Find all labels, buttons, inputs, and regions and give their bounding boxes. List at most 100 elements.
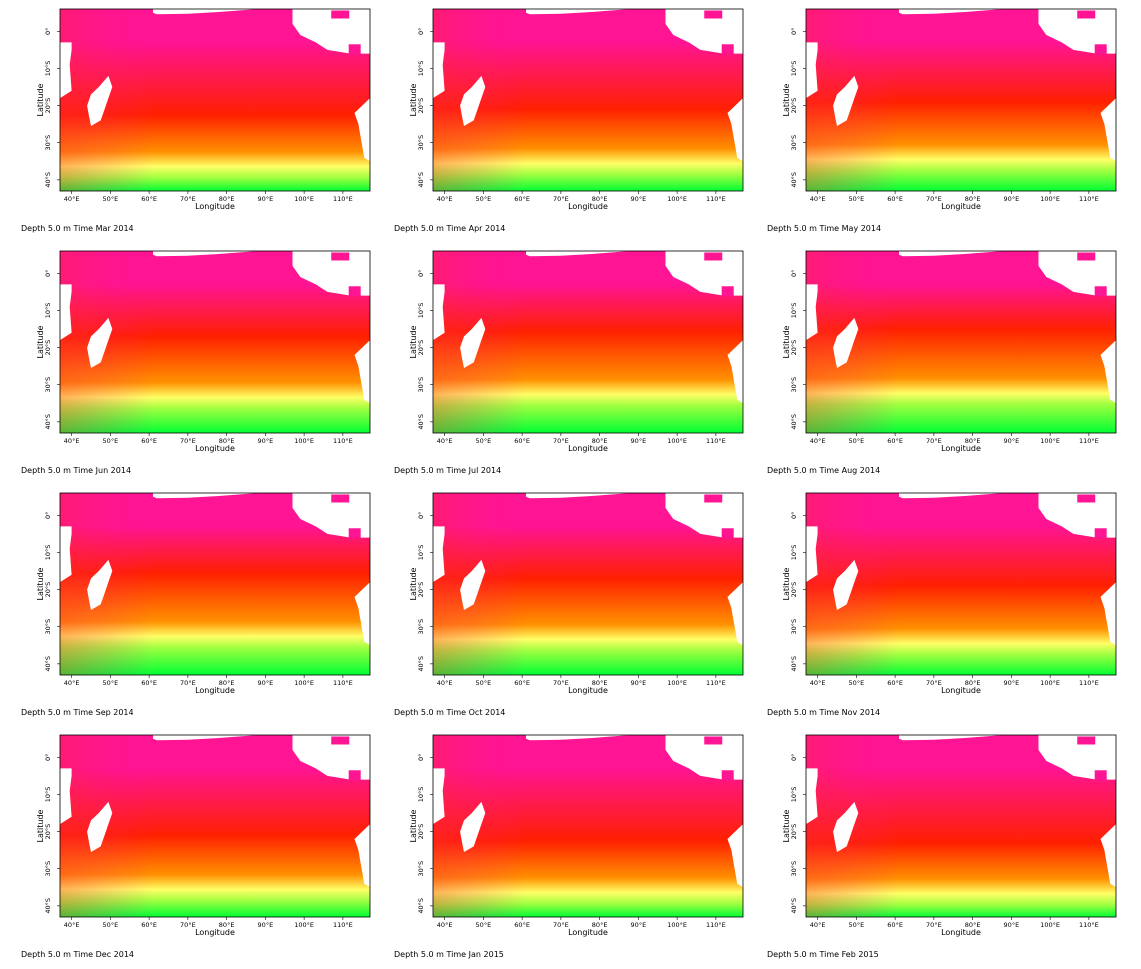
y-tick-label: 40°S: [790, 656, 798, 672]
y-tick-label: 40°S: [417, 414, 425, 430]
map-panel: 40°E 50°E 60°E 70°E 80°E 90°E 100°E 110°E 0° 10°S…: [373, 487, 745, 727]
land-australia: [354, 98, 370, 162]
land-indochina: [292, 251, 370, 296]
x-axis-title: Longitude: [195, 686, 235, 695]
x-tick-label: 40°E: [64, 195, 80, 203]
land-australia: [354, 582, 370, 646]
y-axis-title: Latitude: [36, 809, 45, 842]
y-tick-label: 30°S: [44, 619, 52, 635]
map-svg: 40°E 50°E 60°E 70°E 80°E 90°E 100°E 110°E 0° 10°S…: [36, 492, 371, 695]
x-tick-label: 60°E: [141, 195, 157, 203]
y-tick-label: 30°S: [417, 861, 425, 877]
x-tick-label: 70°E: [553, 195, 569, 203]
y-tick-label: 20°S: [44, 98, 52, 114]
x-axis-title: Longitude: [941, 928, 981, 937]
x-tick-label: 110°E: [1079, 437, 1099, 445]
land-australia: [1100, 582, 1116, 646]
map-panel: 40°E 50°E 60°E 70°E 80°E 90°E 100°E 110°E 0° 10°S…: [373, 729, 745, 969]
x-axis-title: Longitude: [941, 686, 981, 695]
land-africa: [806, 493, 818, 583]
x-tick-label: 60°E: [514, 437, 530, 445]
y-axis-title: Latitude: [409, 325, 418, 358]
land-africa: [806, 735, 818, 825]
panel-caption: Depth 5.0 m Time Jan 2015: [394, 950, 504, 959]
x-tick-label: 110°E: [1079, 195, 1099, 203]
pink-patch: [331, 252, 350, 261]
pink-patch: [348, 44, 361, 55]
y-tick-label: 0°: [417, 512, 425, 519]
x-tick-label: 80°E: [592, 195, 608, 203]
y-tick-label: 40°S: [790, 414, 798, 430]
x-tick-label: 80°E: [592, 921, 608, 929]
x-tick-label: 60°E: [141, 679, 157, 687]
x-tick-label: 60°E: [141, 437, 157, 445]
y-tick-label: 0°: [790, 28, 798, 35]
y-tick-label: 10°S: [790, 545, 798, 561]
y-tick-label: 10°S: [44, 787, 52, 803]
plot-frame: [805, 250, 1117, 434]
y-tick-label: 20°S: [790, 582, 798, 598]
y-tick-label: 10°S: [417, 303, 425, 319]
x-tick-label: 80°E: [965, 437, 981, 445]
y-tick-label: 30°S: [790, 377, 798, 393]
y-tick-label: 20°S: [417, 824, 425, 840]
x-tick-label: 80°E: [965, 679, 981, 687]
pink-patch: [704, 10, 723, 19]
x-axis-title: Longitude: [568, 202, 608, 211]
x-tick-label: 110°E: [706, 921, 726, 929]
y-tick-label: 0°: [44, 512, 52, 519]
panel-caption: Depth 5.0 m Time Apr 2014: [394, 224, 506, 233]
x-tick-label: 50°E: [849, 195, 865, 203]
land-australia: [1100, 340, 1116, 404]
land-indochina: [1038, 735, 1116, 780]
x-tick-label: 90°E: [258, 679, 274, 687]
land-indochina: [292, 493, 370, 538]
x-tick-label: 40°E: [810, 437, 826, 445]
map-panel: 40°E 50°E 60°E 70°E 80°E 90°E 100°E 110°E 0° 10°S…: [746, 729, 1118, 969]
pink-patch: [721, 44, 734, 55]
x-tick-label: 100°E: [667, 921, 687, 929]
x-tick-label: 50°E: [476, 437, 492, 445]
map-svg: 40°E 50°E 60°E 70°E 80°E 90°E 100°E 110°E 0° 10°S…: [36, 250, 371, 453]
x-tick-label: 50°E: [476, 195, 492, 203]
map-svg: 40°E 50°E 60°E 70°E 80°E 90°E 100°E 110°E 0° 10°S…: [409, 250, 744, 453]
x-tick-label: 50°E: [476, 679, 492, 687]
land-africa: [60, 9, 72, 99]
y-axis-title: Latitude: [409, 83, 418, 116]
map-svg: 40°E 50°E 60°E 70°E 80°E 90°E 100°E 110°E 0° 10°S…: [782, 734, 1117, 937]
land-africa: [433, 493, 445, 583]
y-axis-title: Latitude: [409, 567, 418, 600]
land-madagascar: [460, 75, 486, 126]
y-tick-label: 40°S: [790, 172, 798, 188]
plot-frame: [432, 492, 744, 676]
plot-frame: [805, 734, 1117, 918]
land-asia: [895, 735, 1004, 741]
x-tick-label: 70°E: [553, 437, 569, 445]
map-svg: 40°E 50°E 60°E 70°E 80°E 90°E 100°E 110°E 0° 10°S…: [782, 492, 1117, 695]
x-axis-title: Longitude: [195, 444, 235, 453]
x-tick-label: 100°E: [1040, 437, 1060, 445]
x-tick-label: 80°E: [219, 195, 235, 203]
x-tick-label: 80°E: [219, 921, 235, 929]
pink-patch: [331, 736, 350, 745]
pink-patch: [704, 494, 723, 503]
x-tick-label: 90°E: [631, 437, 647, 445]
x-tick-label: 80°E: [592, 679, 608, 687]
land-indochina: [1038, 251, 1116, 296]
pink-patch: [1077, 252, 1096, 261]
x-tick-label: 70°E: [553, 921, 569, 929]
x-tick-label: 80°E: [965, 921, 981, 929]
map-panel: 40°E 50°E 60°E 70°E 80°E 90°E 100°E 110°E 0° 10°S…: [373, 3, 745, 243]
y-tick-label: 0°: [44, 754, 52, 761]
x-tick-label: 100°E: [1040, 679, 1060, 687]
land-madagascar: [833, 801, 859, 852]
x-tick-label: 90°E: [1004, 195, 1020, 203]
land-africa: [806, 251, 818, 341]
land-africa: [806, 9, 818, 99]
x-tick-label: 110°E: [706, 679, 726, 687]
x-tick-label: 60°E: [514, 679, 530, 687]
land-asia: [522, 9, 631, 15]
land-australia: [354, 340, 370, 404]
y-tick-label: 40°S: [44, 414, 52, 430]
land-indochina: [665, 493, 743, 538]
